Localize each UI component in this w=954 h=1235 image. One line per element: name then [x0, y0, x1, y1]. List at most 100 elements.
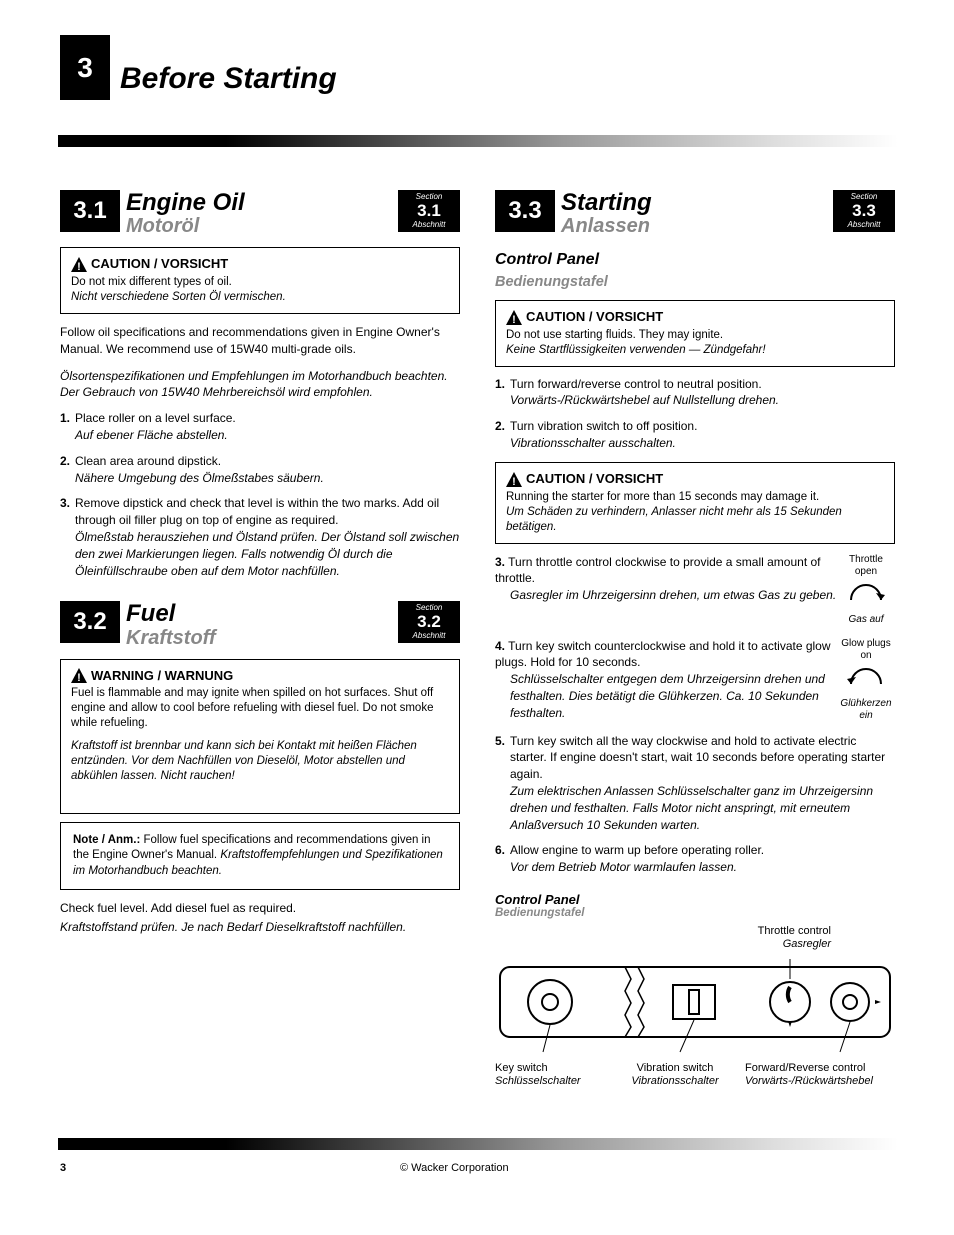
- caution-label: CAUTION / VORSICHT: [91, 256, 228, 273]
- section-heading-3-2: 3.2 Fuel Kraftstoff Section 3.2 Abschnit…: [60, 601, 460, 648]
- step-3-1-3: 3. Remove dipstick and check that level …: [60, 495, 460, 579]
- dir-label-de: Glühkerzen ein: [837, 698, 895, 722]
- warning-label: WARNING / WARNUNG: [91, 668, 233, 685]
- fwdrev-label-en: Forward/Reverse control: [745, 1062, 865, 1074]
- step-de: Nähere Umgebung des Ölmeßstabes säubern.: [75, 471, 324, 485]
- left-column: 3.1 Engine Oil Motoröl Section 3.1 Absch…: [60, 190, 460, 936]
- step-en: Clean area around dipstick.: [75, 454, 221, 468]
- warning-text-en: Fuel is flammable and may ignite when sp…: [71, 686, 449, 731]
- step-de: Vibrationsschalter ausschalten.: [510, 436, 676, 450]
- vibration-label-en: Vibration switch: [637, 1062, 714, 1074]
- top-divider: [58, 135, 898, 147]
- svg-text:!: !: [77, 261, 81, 272]
- section-chapter-value: 3.2: [417, 612, 441, 632]
- section-chapter-box: Section 3.2 Abschnitt: [398, 601, 460, 643]
- step-de: Schlüsselschalter entgegen dem Uhrzeiger…: [510, 671, 837, 721]
- figure-caption-de: Bedienungstafel: [495, 907, 895, 919]
- page-number-box: 3: [60, 35, 110, 100]
- step-num: 2.: [60, 453, 75, 470]
- section-subtitle: Kraftstoff: [126, 628, 398, 649]
- section-subtitle: Anlassen: [561, 216, 833, 237]
- figure-top-labels: Throttle control Gasregler: [495, 925, 895, 951]
- note-label: Note / Anm.:: [73, 834, 140, 846]
- warning-icon: !: [506, 472, 522, 487]
- body-3-2-de: Kraftstoffstand prüfen. Je nach Bedarf D…: [60, 919, 460, 936]
- section-chapter-label-top: Section: [851, 193, 878, 201]
- step-num: 3.: [60, 495, 75, 512]
- section-chapter-label-bottom: Abschnitt: [413, 221, 446, 229]
- figure-bottom-labels: Key switch Schlüsselschalter Vibration s…: [495, 1062, 895, 1088]
- svg-text:!: !: [512, 476, 516, 487]
- step-num: 6.: [495, 842, 510, 859]
- body-3-2-en: Check fuel level. Add diesel fuel as req…: [60, 900, 460, 917]
- step-num: 2.: [495, 418, 510, 435]
- section-num-box: 3.2: [60, 601, 120, 643]
- step-3-3-1: 1. Turn forward/reverse control to neutr…: [495, 376, 895, 410]
- section-chapter-label-top: Section: [416, 193, 443, 201]
- arrow-ccw-icon: [841, 664, 891, 694]
- sub-heading-de: Bedienungstafel: [495, 274, 608, 290]
- right-column: 3.3 Starting Anlassen Section 3.3 Abschn…: [495, 190, 895, 1089]
- svg-text:!: !: [77, 672, 81, 683]
- vibration-label-de: Vibrationsschalter: [631, 1075, 718, 1087]
- caution-text-de: Keine Startflüssigkeiten verwenden — Zün…: [506, 343, 884, 358]
- caution-box-3-1: ! CAUTION / VORSICHT Do not mix differen…: [60, 247, 460, 314]
- step-en: Turn key switch all the way clockwise an…: [510, 734, 885, 782]
- caution-box-3-3-b: ! CAUTION / VORSICHT Running the starter…: [495, 462, 895, 544]
- page-number: 3: [77, 52, 93, 84]
- body-3-1-en: Follow oil specifications and recommenda…: [60, 324, 460, 358]
- note-box-3-2: Note / Anm.: Follow fuel specifications …: [60, 822, 460, 891]
- figure-caption-en: Control Panel: [495, 892, 895, 907]
- warning-icon: !: [71, 257, 87, 272]
- section-chapter-label-bottom: Abschnitt: [848, 221, 881, 229]
- step-en: Allow engine to warm up before operating…: [510, 843, 764, 857]
- bottom-divider: [58, 1138, 898, 1150]
- section-title: Fuel: [126, 601, 398, 626]
- page-title: Before Starting: [120, 62, 337, 96]
- warning-icon: !: [506, 310, 522, 325]
- body-3-1-de: Ölsortenspezifikationen und Empfehlungen…: [60, 368, 460, 402]
- step-de: Zum elektrischen Anlassen Schlüsselschal…: [510, 784, 873, 832]
- step-en: Turn forward/reverse control to neutral …: [510, 377, 762, 391]
- step-num: 3.: [495, 555, 505, 569]
- step-en: Turn vibration switch to off position.: [510, 419, 697, 433]
- caution-text-en: Do not mix different types of oil.: [71, 275, 449, 290]
- caution-text-en: Running the starter for more than 15 sec…: [506, 490, 884, 505]
- step-num: 1.: [495, 376, 510, 393]
- section-title: Engine Oil: [126, 190, 398, 215]
- section-chapter-box: Section 3.1 Abschnitt: [398, 190, 460, 232]
- key-switch-label-de: Schlüsselschalter: [495, 1075, 581, 1087]
- caution-text-de: Nicht verschiedene Sorten Öl vermischen.: [71, 290, 449, 305]
- step-en: Turn throttle control clockwise to provi…: [495, 555, 821, 586]
- bottom-page-num: 3: [60, 1158, 66, 1176]
- sub-heading-en: Control Panel: [495, 251, 599, 268]
- step-num: 4.: [495, 639, 505, 653]
- throttle-label-en: Throttle control: [758, 925, 831, 937]
- section-chapter-value: 3.1: [417, 201, 441, 221]
- dir-label-en: Glow plugs on: [837, 638, 895, 662]
- section-subtitle: Motoröl: [126, 216, 398, 237]
- caution-box-3-3-a: ! CAUTION / VORSICHT Do not use starting…: [495, 300, 895, 367]
- step-3-1-1: 1. Place roller on a level surface. Auf …: [60, 410, 460, 444]
- section-title-block: Fuel Kraftstoff: [126, 601, 398, 648]
- step-en: Turn key switch counterclockwise and hol…: [495, 639, 831, 670]
- key-switch-label-en: Key switch: [495, 1062, 548, 1074]
- section-heading-3-1: 3.1 Engine Oil Motoröl Section 3.1 Absch…: [60, 190, 460, 237]
- caution-text-de: Um Schäden zu verhindern, Anlasser nicht…: [506, 505, 884, 535]
- step-de: Gasregler im Uhrzeigersinn drehen, um et…: [510, 587, 836, 604]
- section-title-block: Engine Oil Motoröl: [126, 190, 398, 237]
- section-title-block: Starting Anlassen: [561, 190, 833, 237]
- step-3-3-6: 6. Allow engine to warm up before operat…: [495, 842, 895, 876]
- step-3-3-5: 5. Turn key switch all the way clockwise…: [495, 733, 895, 834]
- step-de: Vor dem Betrieb Motor warmlaufen lassen.: [510, 860, 737, 874]
- caution-label: CAUTION / VORSICHT: [526, 309, 663, 326]
- step-de: Vorwärts-/Rückwärtshebel auf Nullstellun…: [510, 393, 779, 407]
- step-3-3-2: 2. Turn vibration switch to off position…: [495, 418, 895, 452]
- step-3-3-3: 3. Turn throttle control clockwise to pr…: [495, 554, 895, 628]
- step-num: 1.: [60, 410, 75, 427]
- arrow-cw-icon: [841, 580, 891, 610]
- dir-label-de: Gas auf: [837, 614, 895, 626]
- control-panel-figure: [495, 957, 895, 1057]
- section-heading-3-3: 3.3 Starting Anlassen Section 3.3 Abschn…: [495, 190, 895, 237]
- warning-box-3-2: ! WARNING / WARNUNG Fuel is flammable an…: [60, 659, 460, 814]
